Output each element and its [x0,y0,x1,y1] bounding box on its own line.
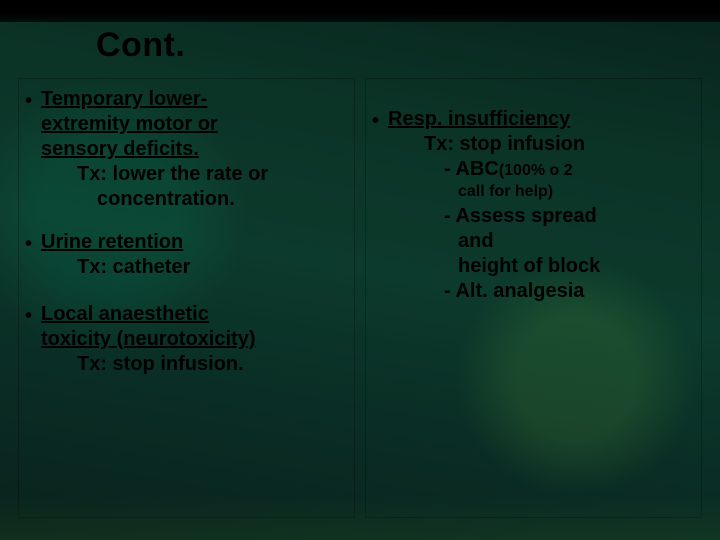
bullet-dot-icon: • [25,230,41,280]
left-column-content: • Temporary lower- extremity motor or se… [25,87,348,377]
heading-line: Urine retention [41,231,183,253]
bullet-local-anaesthetic: • Local anaesthetic toxicity (neurotoxic… [25,302,348,377]
bullet-text: Temporary lower- extremity motor or sens… [41,87,348,212]
bullet-urine-retention: • Urine retention Tx: catheter [25,230,348,280]
top-bar [0,0,720,22]
tx-line: Tx: lower the rate or [41,162,348,187]
left-column: • Temporary lower- extremity motor or se… [18,78,355,518]
heading-line: Temporary lower- [41,88,207,110]
abc-line: - ABC(100% o 2 [388,157,695,182]
heading-line: toxicity (neurotoxicity) [41,328,255,350]
abc-suffix: (100% o 2 [499,162,573,179]
slide-root: Cont. • Temporary lower- extremity motor… [0,0,720,540]
assess-line: height of block [388,254,695,279]
bullet-dot-icon: • [25,87,41,212]
heading-line: extremity motor or [41,113,218,135]
content-columns: • Temporary lower- extremity motor or se… [18,78,702,518]
abc-prefix: - ABC [444,158,499,180]
tx-line: Tx: stop infusion. [41,352,348,377]
abc-line2: call for help) [388,182,695,202]
alt-line: - Alt. analgesia [388,279,695,304]
tx-line: Tx: stop infusion [388,132,695,157]
bullet-resp-insufficiency: • Resp. insufficiency Tx: stop infusion … [372,107,695,304]
right-column-content: • Resp. insufficiency Tx: stop infusion … [372,107,695,304]
bullet-text: Resp. insufficiency Tx: stop infusion - … [388,107,695,304]
bullet-temporary-deficits: • Temporary lower- extremity motor or se… [25,87,348,212]
tx-line: Tx: catheter [41,255,348,280]
bullet-dot-icon: • [25,302,41,377]
assess-line: - Assess spread [388,204,695,229]
bullet-text: Local anaesthetic toxicity (neurotoxicit… [41,302,348,377]
heading-line: sensory deficits. [41,138,199,160]
heading-line: Resp. insufficiency [388,108,570,130]
bullet-text: Urine retention Tx: catheter [41,230,348,280]
tx-line: concentration. [41,187,348,212]
bullet-dot-icon: • [372,107,388,304]
assess-line: and [388,229,695,254]
right-column: • Resp. insufficiency Tx: stop infusion … [365,78,702,518]
heading-line: Local anaesthetic [41,303,209,325]
slide-title: Cont. [96,26,185,65]
